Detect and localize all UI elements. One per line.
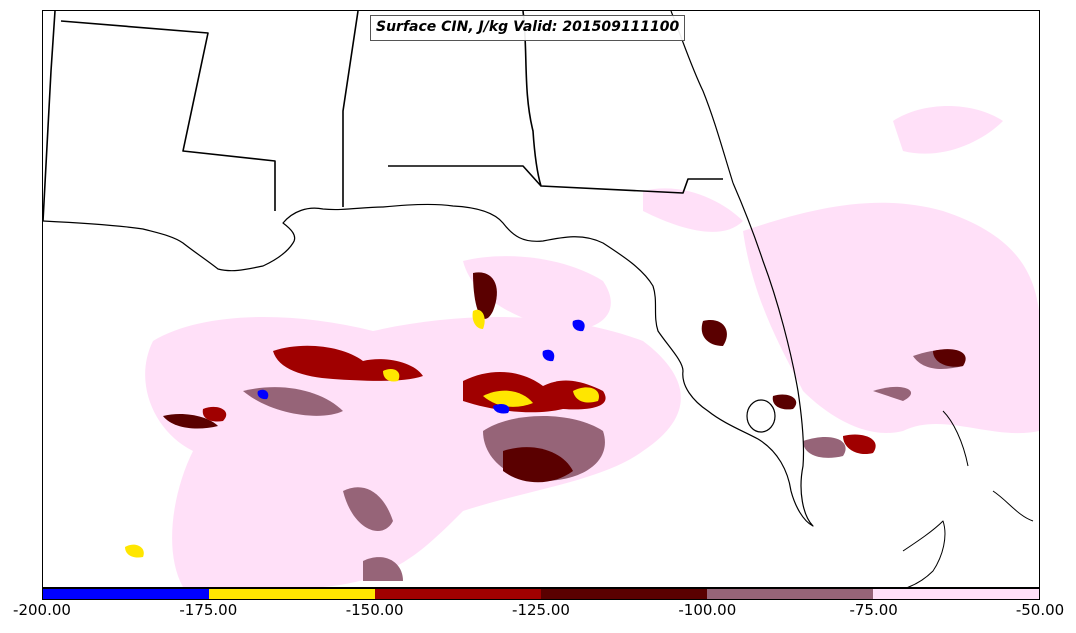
cuba-coast <box>902 520 946 587</box>
cin-region-mauve <box>803 436 846 458</box>
lake-okeechobee <box>746 399 776 433</box>
cin-region-yellow <box>472 309 485 329</box>
cin-region-darkred <box>772 394 797 410</box>
colorbar <box>42 588 1040 600</box>
state-line-fl <box>388 165 723 194</box>
cin-region-yellow <box>483 390 533 407</box>
colorbar-segment <box>541 589 707 599</box>
cin-region-darkred <box>473 272 497 319</box>
bahamas-island <box>942 410 969 467</box>
cin-region-red <box>202 406 227 422</box>
cin-region-blue <box>542 349 555 362</box>
cin-region-blue <box>493 403 510 414</box>
gulf-coastline <box>43 182 814 527</box>
cin-region-blue <box>572 319 585 332</box>
colorbar-tick-label: -200.00 <box>13 601 71 619</box>
cin-region-light <box>893 106 1003 154</box>
colorbar-tick-label: -50.00 <box>1015 601 1065 619</box>
state-line-la-ms <box>60 20 276 211</box>
colorbar-tick-label: -150.00 <box>345 601 404 619</box>
louisiana-border <box>43 11 56 222</box>
bahamas-island <box>992 490 1034 522</box>
cin-region-mauve <box>343 487 393 531</box>
cin-region-red <box>843 434 876 455</box>
cin-region-light <box>643 188 743 232</box>
cin-region-mauve <box>873 386 912 401</box>
cin-region-yellow <box>383 369 400 382</box>
cin-shading <box>125 106 1039 587</box>
cin-region-yellow <box>125 544 144 558</box>
cin-region-yellow <box>573 387 599 403</box>
cin-region-darkred <box>933 349 966 367</box>
colorbar-tick-label: -175.00 <box>179 601 238 619</box>
colorbar-segment <box>43 589 209 599</box>
map-frame <box>42 10 1040 588</box>
map-canvas <box>43 11 1039 587</box>
cin-region-darkred <box>503 447 573 483</box>
map-title: Surface CIN, J/kg Valid: 201509111100 <box>370 15 686 41</box>
cin-region-darkred <box>701 320 727 346</box>
cin-region-mauve <box>363 557 403 581</box>
colorbar-segment <box>209 589 375 599</box>
colorbar-segment <box>707 589 873 599</box>
cin-region-light <box>743 202 1039 434</box>
colorbar-segment <box>873 589 1039 599</box>
colorbar-tick-label: -125.00 <box>512 601 570 619</box>
cin-region-darkred <box>163 414 218 429</box>
state-line-ms-al <box>342 11 359 207</box>
cin-region-light <box>463 256 611 331</box>
colorbar-segment <box>375 589 541 599</box>
state-line-al-ga <box>522 11 542 187</box>
cin-region-blue <box>257 389 269 400</box>
colorbar-tick-label: -75.00 <box>849 601 898 619</box>
colorbar-tick-label: -100.00 <box>678 601 737 619</box>
